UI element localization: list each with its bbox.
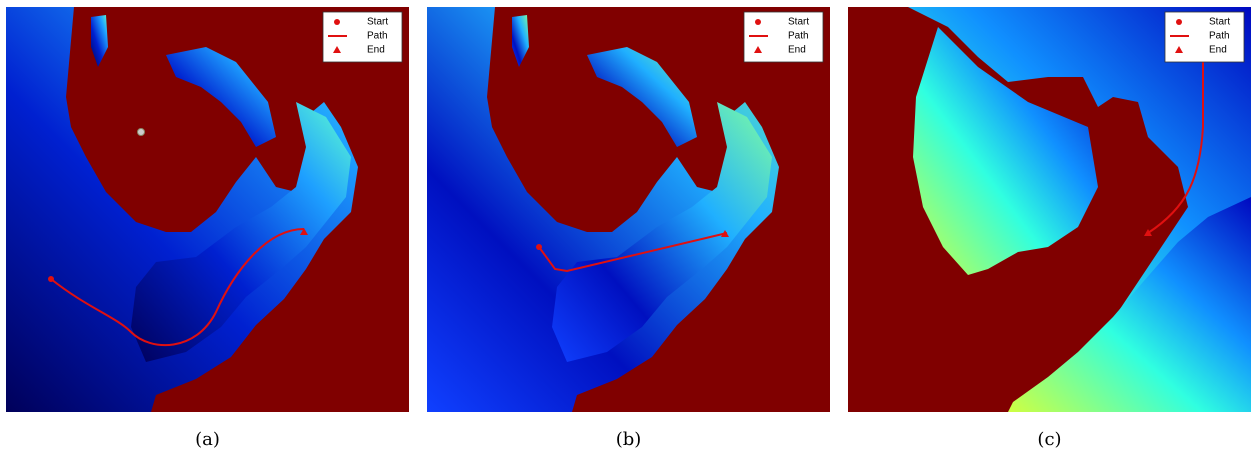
bay <box>913 27 1098 275</box>
route <box>50 228 305 346</box>
bay <box>91 15 108 67</box>
start-marker <box>48 276 54 282</box>
route <box>538 232 728 273</box>
caption: (b) <box>616 429 642 450</box>
legend-start-icon <box>755 19 761 25</box>
legend-label: End <box>1209 45 1227 56</box>
bay <box>552 102 772 362</box>
legend-label: End <box>367 45 385 56</box>
legend: Start Path End <box>743 11 824 63</box>
marker <box>137 128 145 136</box>
legend-start-icon <box>334 19 340 25</box>
bay <box>166 47 276 147</box>
legend-label: Path <box>788 31 809 42</box>
bay <box>587 47 697 147</box>
legend: Start Path End <box>322 11 403 63</box>
caption: (c) <box>1037 429 1061 450</box>
panel: Start Path End <box>6 7 409 412</box>
legend-label: Start <box>1209 17 1230 28</box>
legend-label: Path <box>367 31 388 42</box>
legend: Start Path End <box>1164 11 1245 63</box>
end-marker <box>300 228 308 235</box>
panel: Start Path End <box>848 7 1251 412</box>
legend-label: Start <box>788 17 809 28</box>
land <box>487 7 830 412</box>
legend-end-icon <box>1175 46 1183 53</box>
legend-end-icon <box>754 46 762 53</box>
land <box>66 7 409 412</box>
end-marker <box>1144 229 1152 236</box>
bay <box>131 102 351 362</box>
bay <box>512 15 529 67</box>
legend-start-icon <box>1176 19 1182 25</box>
start-marker <box>536 244 542 250</box>
caption: (a) <box>195 429 220 450</box>
legend-end-icon <box>333 46 341 53</box>
legend-label: End <box>788 45 806 56</box>
legend-label: Path <box>1209 31 1230 42</box>
end-marker <box>721 230 729 237</box>
route <box>1147 57 1204 234</box>
panel: Start Path End <box>427 7 830 412</box>
legend-label: Start <box>367 17 388 28</box>
bay <box>1008 197 1251 412</box>
